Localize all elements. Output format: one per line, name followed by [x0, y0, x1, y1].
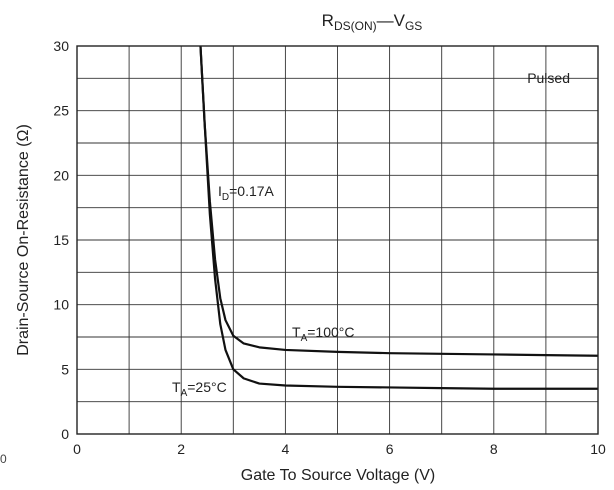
- x-tick-label: 10: [590, 441, 606, 457]
- series-lines: [199, 45, 599, 390]
- annotation-current-sub: D: [222, 192, 229, 203]
- annotation-drain-current: ID=0.17A: [218, 183, 275, 203]
- annotation-current-main: I: [218, 183, 222, 199]
- series-label-100c-rest: =100°C: [307, 324, 354, 340]
- x-tick-label: 2: [177, 441, 185, 457]
- series-label-100c-sub: A: [301, 333, 308, 344]
- y-tick-label: 25: [53, 103, 69, 119]
- title-second-sub: GS: [405, 19, 422, 33]
- series-label-100c-main: T: [292, 324, 301, 340]
- stray-label: 0: [0, 452, 7, 466]
- annotation-pulsed: Pulsed: [527, 70, 570, 86]
- grid: [77, 46, 598, 434]
- x-tick-label: 0: [73, 441, 81, 457]
- x-tick-label: 4: [282, 441, 290, 457]
- series-label-25c: TA=25°C: [172, 379, 227, 399]
- series-line-25c: [199, 45, 598, 390]
- title-main: R: [322, 11, 334, 30]
- x-axis-title: Gate To Source Voltage (V): [241, 467, 435, 484]
- annotation-current-rest: =0.17A: [229, 183, 274, 199]
- y-tick-label: 30: [53, 38, 69, 54]
- plot-frame: [76, 45, 599, 435]
- series-label-25c-main: T: [172, 379, 181, 395]
- series-line-100c: [199, 45, 599, 357]
- y-tick-label: 10: [53, 297, 69, 313]
- y-tick-label: 5: [61, 361, 69, 377]
- title-second: V: [394, 11, 406, 30]
- y-tick-label: 15: [53, 232, 69, 248]
- tick-labels: 0 2 4 6 8 10 0 5 10 15 20 25 30: [53, 38, 606, 457]
- series-label-25c-rest: =25°C: [187, 379, 226, 395]
- series-label-25c-sub: A: [181, 388, 188, 399]
- title-dash: —: [377, 11, 394, 30]
- x-tick-label: 6: [386, 441, 394, 457]
- x-tick-label: 8: [490, 441, 498, 457]
- title-main-sub: DS(ON): [334, 19, 377, 33]
- y-tick-label: 20: [53, 167, 69, 183]
- chart-title: RDS(ON)—VGS: [322, 11, 423, 33]
- series-label-100c: TA=100°C: [292, 324, 354, 344]
- y-axis-title: Drain-Source On-Resistance (Ω): [15, 124, 32, 356]
- y-tick-label: 0: [61, 426, 69, 442]
